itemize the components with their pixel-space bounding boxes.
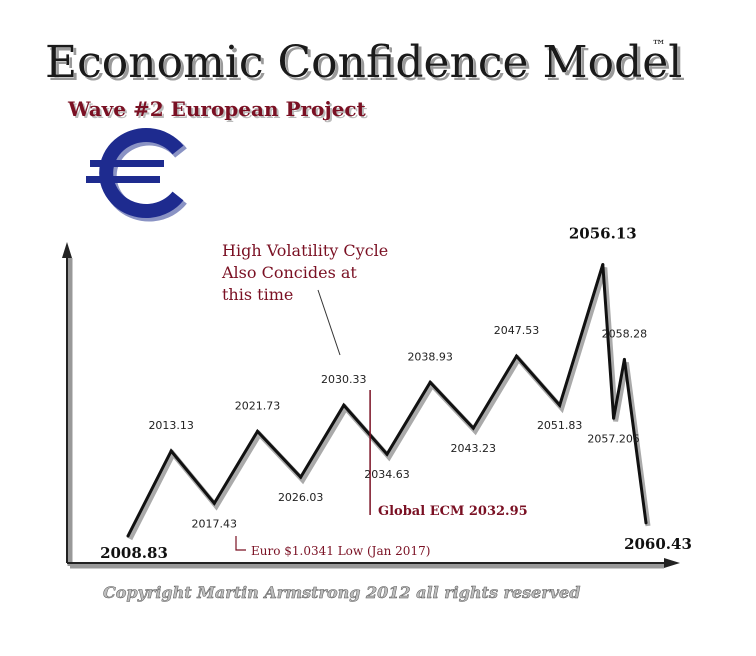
data-label-6: 2034.63 [364, 468, 410, 481]
ecm-series-shadow [127, 266, 651, 541]
data-label-14: 2060.43 [624, 535, 692, 553]
data-point-8 [471, 426, 475, 430]
data-point-11 [601, 263, 605, 267]
data-label-2: 2017.43 [192, 517, 238, 530]
copyright: Copyright Martin Armstrong 2012 all righ… [103, 583, 580, 602]
data-label-10: 2051.83 [537, 419, 583, 432]
subtitle-shadow: Wave #2 European Project [69, 99, 369, 123]
data-point-1 [169, 449, 173, 453]
data-point-4 [299, 475, 303, 479]
data-label-8: 2043.23 [451, 442, 497, 455]
data-point-7 [428, 380, 432, 384]
axes [62, 242, 680, 569]
data-point-6 [385, 452, 389, 456]
data-label-5: 2030.33 [321, 373, 367, 386]
euro-low-label: Euro $1.0341 Low (Jan 2017) [251, 544, 430, 558]
data-point-13 [622, 357, 626, 361]
data-label-4: 2026.03 [278, 491, 324, 504]
global-ecm-label: Global ECM 2032.95 [378, 504, 528, 519]
data-label-3: 2021.73 [235, 399, 281, 412]
data-point-5 [342, 403, 346, 407]
data-label-0: 2008.83 [100, 544, 168, 562]
euro-icon [86, 128, 187, 222]
data-point-0 [126, 534, 130, 538]
data-point-12 [612, 416, 616, 420]
euro-low-pointer [235, 536, 246, 551]
volatility-note-line-3: this time [222, 285, 293, 304]
data-point-3 [256, 429, 259, 433]
data-label-1: 2013.13 [148, 419, 194, 432]
title-shadow: Economic Confidence Model [48, 40, 685, 91]
data-points [126, 263, 648, 538]
volatility-note-line-1: High Volatility Cycle [222, 241, 388, 260]
data-label-12: 2057.205 [587, 432, 640, 445]
volatility-note-line-2: Also Concides at [221, 263, 357, 282]
subtitle: Wave #2 European Project [67, 97, 367, 121]
page-title: Economic Confidence Model [45, 37, 682, 88]
data-point-2 [212, 501, 216, 505]
data-label-7: 2038.93 [407, 350, 453, 363]
data-label-11: 2056.13 [569, 225, 637, 243]
data-label-9: 2047.53 [494, 324, 540, 337]
data-point-14 [644, 521, 648, 525]
data-point-10 [558, 403, 562, 407]
volatility-pointer [317, 289, 341, 356]
data-labels: 2008.83 2013.13 2017.43 2021.73 2026.03 2030.… [100, 225, 692, 563]
data-label-13: 2058.28 [602, 327, 648, 340]
data-point-9 [515, 354, 518, 358]
trademark: ™ [652, 38, 666, 54]
